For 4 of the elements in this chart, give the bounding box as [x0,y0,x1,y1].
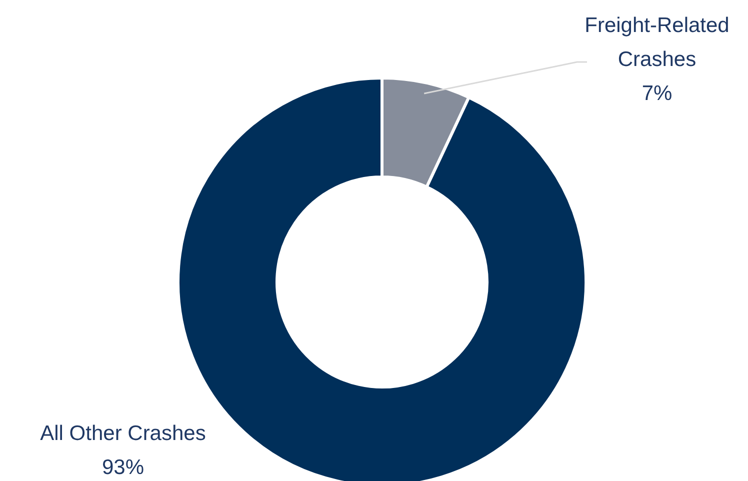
data-label: 93% [102,456,144,479]
data-label: 7% [642,82,672,105]
slice-label: Freight-Related Crashes [584,14,730,71]
slice-label: All Other Crashes [40,422,206,445]
